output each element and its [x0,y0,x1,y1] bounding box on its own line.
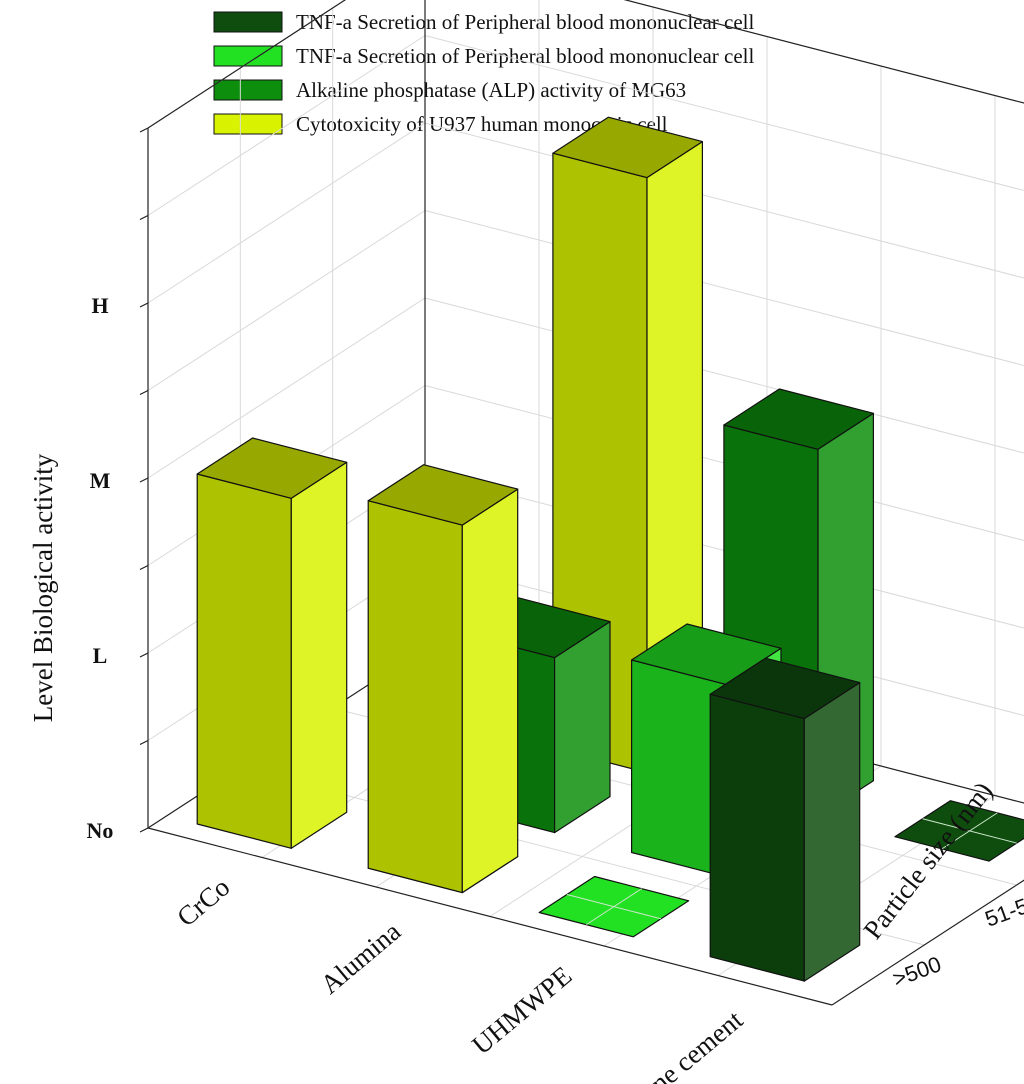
z-tick-label: H [91,293,108,318]
legend: TNF-a Secretion of Peripheral blood mono… [213,10,755,136]
z-tick-label: M [90,468,111,493]
bar-3-2 [894,800,1024,862]
bar-2-0 [538,875,690,938]
legend-swatch [213,45,283,67]
x-tick-label: CrCo [171,872,235,933]
legend-swatch [213,11,283,33]
x-tick-label: Bone cement [621,1004,749,1084]
z-tick-label: L [93,643,108,668]
y-tick-label: 51-500 [982,885,1024,932]
y-tick-label: >500 [889,951,944,991]
legend-item: Alkaline phosphatase (ALP) activity of M… [213,78,686,102]
bar-0-0 [196,437,348,849]
z-axis-label: Level Biological activity [28,453,58,722]
legend-item: TNF-a Secretion of Peripheral blood mono… [213,44,755,68]
z-tick-labels: No L M H [87,293,114,843]
legend-label: Alkaline phosphatase (ALP) activity of M… [296,78,686,102]
bar-3-0 [709,657,861,982]
legend-label: TNF-a Secretion of Peripheral blood mono… [296,44,755,68]
bar-1-0 [367,464,519,894]
y-axis-label: Particle size (nm) [857,776,998,945]
legend-item: TNF-a Secretion of Peripheral blood mono… [213,10,755,34]
x-tick-label: Alumina [315,916,407,1000]
legend-swatch [213,113,283,135]
legend-label: TNF-a Secretion of Peripheral blood mono… [296,10,755,34]
bars [196,116,1024,982]
x-tick-label: UHMWPE [466,960,577,1060]
legend-swatch [213,79,283,101]
z-tick-label: No [87,818,114,843]
